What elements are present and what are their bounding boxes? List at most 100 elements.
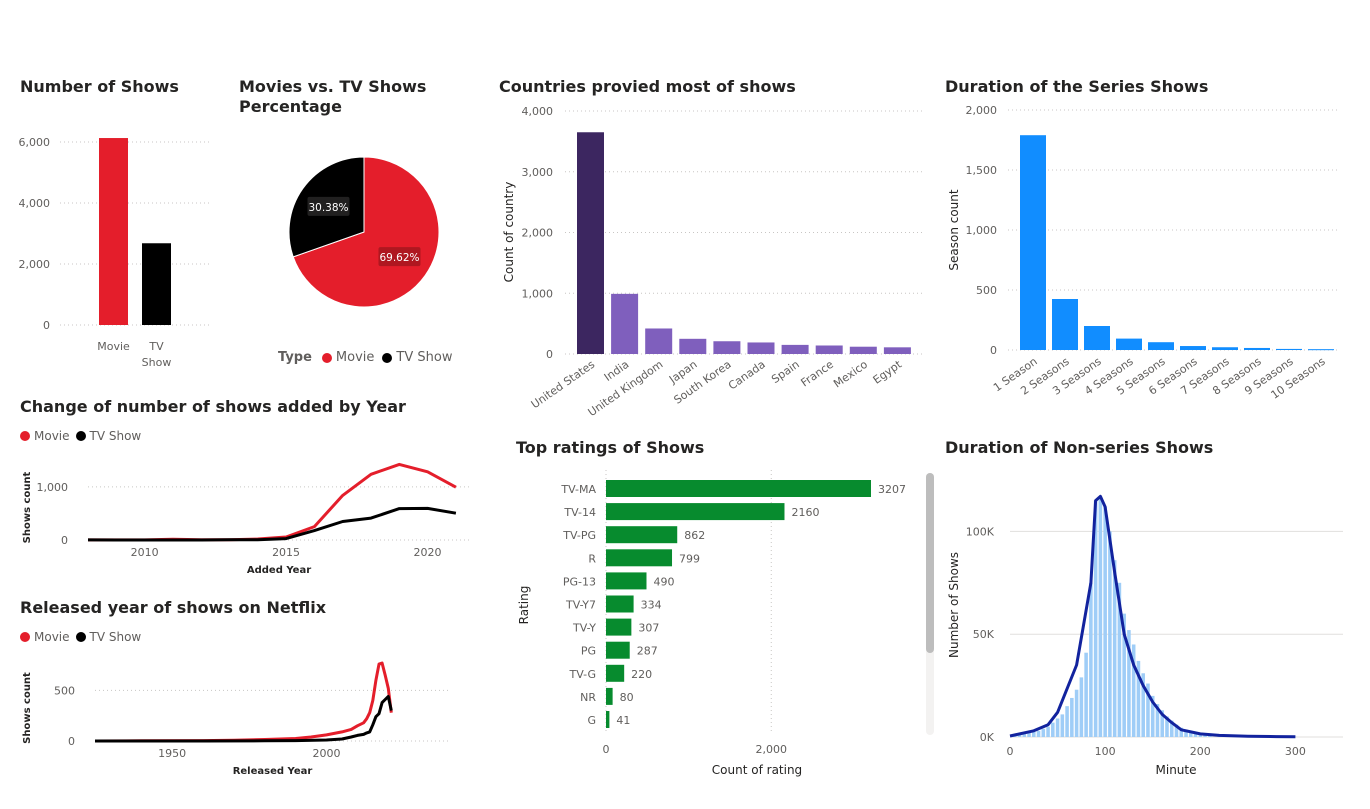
- hist-bar: [1198, 733, 1203, 737]
- y-tick-label: TV-MA: [560, 483, 596, 496]
- hist-bar: [1160, 710, 1165, 737]
- ratings-scroll-thumb[interactable]: [926, 473, 934, 653]
- y-tick-label: 0K: [980, 731, 995, 744]
- pie-value-label: 69.62%: [379, 252, 419, 264]
- series-line-0: [94, 661, 393, 743]
- series-line-0: [88, 462, 457, 542]
- y-axis-label: Number of Shows: [947, 552, 961, 658]
- x-tick-label: Show: [142, 356, 172, 369]
- hist-bar: [1032, 731, 1036, 737]
- bar-2: [1084, 326, 1110, 350]
- pie-legend-tv: TV Show: [396, 350, 453, 365]
- y-axis-label: Shows count: [22, 672, 33, 744]
- x-tick-label: Mexico: [831, 358, 870, 391]
- x-tick-label: 0: [1007, 745, 1014, 758]
- hist-bar: [1146, 683, 1150, 737]
- x-axis-label: Added Year: [247, 565, 311, 576]
- data-label: 3207: [878, 483, 906, 496]
- data-label: 862: [684, 529, 705, 542]
- movie-legend-marker: [20, 431, 30, 441]
- hist-bar: [1131, 644, 1136, 737]
- hist-bar: [1093, 500, 1098, 737]
- bar-7: [815, 345, 843, 354]
- y-tick-label: 100K: [966, 525, 995, 538]
- pie-legend: Type Movie TV Show: [278, 350, 452, 365]
- bar-0: [606, 480, 871, 497]
- y-tick-label: 0: [990, 344, 997, 357]
- bar-6: [781, 344, 809, 354]
- pie-label-bg: [378, 247, 421, 267]
- bar-1: [1052, 299, 1078, 350]
- x-axis-label: Released Year: [233, 766, 313, 777]
- hist-bar: [1174, 724, 1179, 737]
- tv-legend-marker: [75, 632, 86, 642]
- bar-5: [747, 342, 775, 354]
- y-tick-label: TV-PG: [562, 529, 596, 542]
- hist-bar: [1127, 630, 1131, 737]
- pie-legend-title: Type: [278, 350, 312, 365]
- hist-bar: [1179, 727, 1184, 737]
- hist-bar: [1165, 716, 1169, 737]
- added-chart-title: Change of number of shows added by Year: [20, 397, 406, 416]
- hist-bar: [1079, 677, 1084, 737]
- countries-chart-title: Countries provied most of shows: [499, 77, 796, 96]
- added-legend-movie: Movie: [34, 429, 70, 443]
- y-tick-label: TV-Y: [572, 622, 596, 635]
- bar-1: [611, 293, 639, 354]
- data-label: 287: [637, 645, 658, 658]
- bar-1: [606, 503, 785, 521]
- bar-6: [606, 618, 632, 636]
- released-chart-title: Released year of shows on Netflix: [20, 598, 327, 617]
- bar-5: [1180, 346, 1206, 350]
- bar-2: [606, 526, 678, 544]
- x-axis-label: Minute: [1156, 763, 1197, 777]
- y-tick-label: 1,000: [966, 224, 998, 237]
- pie-legend-movie: Movie: [335, 350, 375, 365]
- x-tick-label: United States: [529, 358, 598, 412]
- x-tick-label: France: [799, 358, 837, 390]
- x-tick-label: 100: [1095, 745, 1116, 758]
- hist-bar: [1184, 729, 1188, 737]
- seasons-chart-title: Duration of the Series Shows: [945, 77, 1209, 96]
- bar-6: [1212, 347, 1238, 350]
- y-tick-label: 3,000: [522, 166, 554, 179]
- x-axis-label: Count of rating: [712, 763, 802, 777]
- data-label: 41: [616, 714, 630, 727]
- released-legend: Movie TV Show: [20, 630, 141, 644]
- x-tick-label: 1950: [158, 747, 186, 760]
- bar-8: [849, 346, 877, 354]
- hist-bar: [1136, 660, 1141, 737]
- x-tick-label: Canada: [726, 358, 768, 393]
- y-tick-label: 1,000: [522, 287, 554, 300]
- hist-bar: [1041, 728, 1046, 737]
- minutes-chart: 0K 50K 100K 0 100 200 300 Minute Number of Shows: [947, 494, 1343, 777]
- hist-bar: [1103, 506, 1107, 737]
- hist-bar: [1193, 732, 1198, 737]
- bar-2: [645, 328, 673, 354]
- hist-bar: [1150, 695, 1155, 737]
- x-tick-label: 2015: [272, 546, 300, 559]
- hist-bar: [1027, 732, 1031, 737]
- hist-bar: [1074, 689, 1079, 737]
- x-tick-label: Egypt: [871, 357, 905, 386]
- bar-4: [1148, 342, 1174, 350]
- movie-legend-marker: [321, 352, 332, 363]
- ratings-scrollbar[interactable]: [926, 473, 934, 735]
- y-tick-label: 2,000: [19, 258, 51, 271]
- bar-7: [606, 641, 630, 659]
- x-tick-label: TV: [148, 340, 164, 353]
- x-tick-label: 0: [603, 743, 610, 756]
- x-tick-label: 200: [1190, 745, 1211, 758]
- bar-5: [606, 595, 634, 613]
- hist-bar: [1051, 722, 1055, 737]
- y-tick-label: TV-Y7: [565, 599, 596, 612]
- data-label: 220: [631, 668, 652, 681]
- hist-bar: [1017, 734, 1022, 737]
- hist-bar: [1046, 726, 1050, 737]
- hist-bar: [1065, 706, 1069, 737]
- tv-legend-marker: [382, 352, 393, 363]
- added-chart: 0 1,000 2010 2015 2020 Added Year Shows count: [22, 462, 470, 576]
- shows-chart: 0 2,000 4,000 6,000 Movie TV Show: [19, 136, 210, 369]
- bar-0: [1020, 135, 1046, 350]
